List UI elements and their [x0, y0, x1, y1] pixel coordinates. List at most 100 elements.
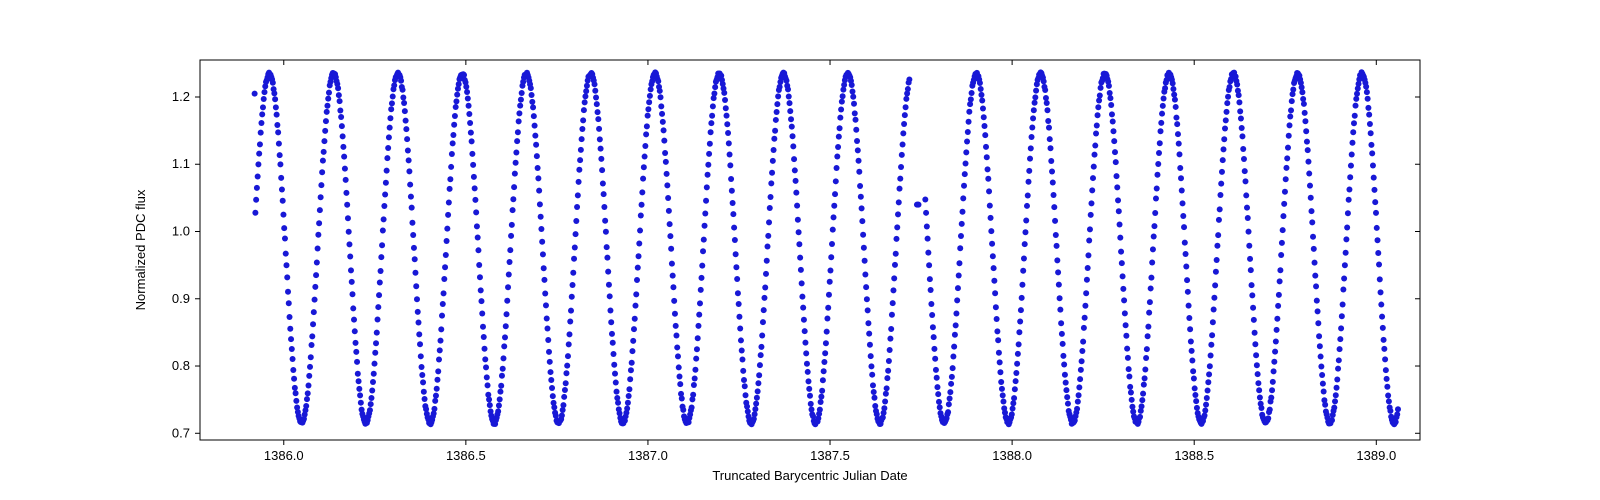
- data-point: [533, 142, 539, 148]
- data-point: [1120, 286, 1126, 292]
- data-point: [1150, 246, 1156, 252]
- data-point: [303, 403, 309, 409]
- data-point: [676, 364, 682, 370]
- data-point: [752, 411, 758, 417]
- data-point: [398, 78, 404, 84]
- data-point: [692, 367, 698, 373]
- data-point: [1111, 138, 1117, 144]
- data-point: [739, 356, 745, 362]
- data-point: [1117, 221, 1123, 227]
- data-point: [1093, 131, 1099, 137]
- data-point: [1173, 104, 1179, 110]
- data-point: [341, 154, 347, 160]
- data-point: [625, 400, 631, 406]
- y-tick-label: 0.8: [172, 358, 190, 373]
- data-point: [763, 271, 769, 277]
- data-point: [579, 126, 585, 132]
- data-point: [1194, 405, 1200, 411]
- data-point: [1373, 210, 1379, 216]
- data-point: [421, 389, 427, 395]
- data-point: [897, 186, 903, 192]
- data-point: [357, 392, 363, 398]
- data-point: [796, 241, 802, 247]
- data-point: [1140, 391, 1146, 397]
- data-point: [1121, 297, 1127, 303]
- data-point: [891, 275, 897, 281]
- data-point: [858, 194, 864, 200]
- data-point: [978, 86, 984, 92]
- data-point: [1016, 341, 1022, 347]
- data-point: [1188, 339, 1194, 345]
- data-point: [1154, 185, 1160, 191]
- data-point: [1086, 237, 1092, 243]
- data-point: [822, 350, 828, 356]
- data-point: [1181, 224, 1187, 230]
- data-point: [803, 350, 809, 356]
- data-point: [498, 383, 504, 389]
- data-point: [1283, 176, 1289, 182]
- data-point: [854, 138, 860, 144]
- data-point: [1280, 227, 1286, 233]
- data-point: [409, 205, 415, 211]
- data-point: [663, 159, 669, 165]
- data-point: [467, 120, 473, 126]
- data-point: [905, 86, 911, 92]
- data-point: [597, 136, 603, 142]
- data-point: [1078, 367, 1084, 373]
- data-point: [999, 386, 1005, 392]
- data-point: [608, 319, 614, 325]
- data-point: [806, 386, 812, 392]
- data-point: [722, 97, 728, 103]
- data-point: [315, 246, 321, 252]
- data-point: [1021, 256, 1027, 262]
- data-point: [1219, 169, 1225, 175]
- data-point: [1317, 343, 1323, 349]
- data-point: [541, 277, 547, 283]
- data-point: [350, 305, 356, 311]
- data-point: [544, 326, 550, 332]
- data-point: [255, 161, 261, 167]
- data-point: [694, 346, 700, 352]
- data-point: [485, 382, 491, 388]
- data-point: [1348, 163, 1354, 169]
- data-point: [775, 93, 781, 99]
- data-point: [661, 127, 667, 133]
- data-point: [1075, 399, 1081, 405]
- data-point: [736, 314, 742, 320]
- data-point: [860, 232, 866, 238]
- data-point: [690, 392, 696, 398]
- data-point: [669, 261, 675, 267]
- data-point: [1205, 379, 1211, 385]
- data-point: [1349, 140, 1355, 146]
- data-point: [516, 110, 522, 116]
- data-point: [1347, 174, 1353, 180]
- data-point: [1186, 315, 1192, 321]
- data-point: [483, 364, 489, 370]
- data-point: [805, 378, 811, 384]
- data-point: [374, 330, 380, 336]
- data-point: [1106, 83, 1112, 89]
- data-point: [510, 207, 516, 213]
- data-point: [288, 336, 294, 342]
- data-point: [868, 353, 874, 359]
- data-point: [699, 275, 705, 281]
- data-point: [503, 323, 509, 329]
- data-point: [820, 377, 826, 383]
- data-point: [401, 100, 407, 106]
- data-point: [1026, 179, 1032, 185]
- data-point: [664, 182, 670, 188]
- data-point: [733, 264, 739, 270]
- data-point: [343, 177, 349, 183]
- data-point: [807, 393, 813, 399]
- data-point: [835, 144, 841, 150]
- data-point: [258, 130, 264, 136]
- data-point: [851, 101, 857, 107]
- data-point: [1305, 159, 1311, 165]
- data-point: [595, 109, 601, 115]
- data-point: [344, 202, 350, 208]
- data-point: [1051, 192, 1057, 198]
- data-point: [1089, 187, 1095, 193]
- data-point: [1161, 95, 1167, 101]
- data-point: [336, 92, 342, 98]
- data-point: [1162, 85, 1168, 91]
